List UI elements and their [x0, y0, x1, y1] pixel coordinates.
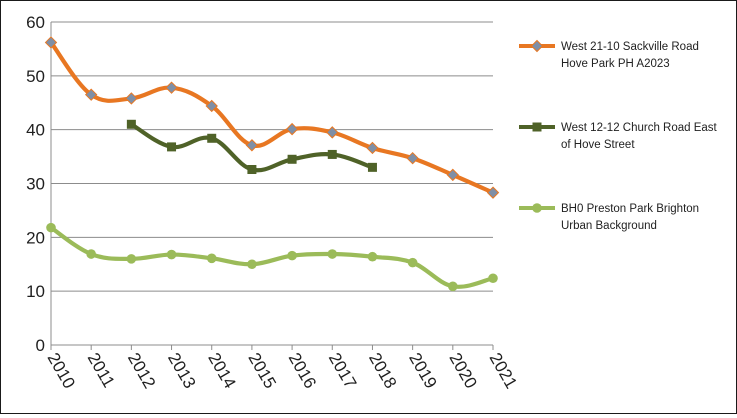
data-point	[407, 257, 418, 268]
axes	[50, 22, 493, 346]
x-tick-label: 2010	[44, 350, 79, 392]
legend-label: Urban Background	[561, 220, 657, 232]
x-tick-label: 2020	[445, 350, 480, 392]
data-point	[446, 168, 460, 182]
x-tick-label: 2013	[164, 350, 199, 392]
data-point	[287, 250, 297, 261]
legend-entry-3: BH0 Preston Park Brighton Urban Backgroun…	[519, 203, 699, 232]
y-tick-label: 60	[26, 13, 45, 32]
legend-entry-1: West 21-10 Sackville Road Hove Park PH A2…	[519, 39, 699, 70]
data-point	[86, 249, 96, 259]
legend-label: West 21-10 Sackville Road	[561, 41, 699, 53]
legend-swatch-marker	[532, 122, 542, 132]
legend-label: West 12-12 Church Road East	[561, 122, 718, 134]
data-point	[166, 249, 177, 260]
x-tick-label: 2017	[325, 350, 360, 392]
data-point	[167, 142, 177, 152]
x-tick-label: 2021	[486, 350, 521, 392]
data-point	[367, 162, 377, 172]
x-tick-label: 2014	[204, 350, 239, 392]
y-tick-label: 0	[36, 336, 45, 355]
x-axis-ticks: 2010 2011 2012 2013 2014 2015 2016 2017 2018 2019…	[44, 345, 521, 392]
data-point	[207, 133, 217, 143]
y-tick-label: 40	[26, 121, 45, 140]
data-point	[406, 151, 419, 165]
series-1	[44, 36, 500, 199]
x-tick-label: 2012	[124, 350, 159, 392]
data-point	[205, 99, 218, 113]
legend-label: of Hove Street	[561, 139, 635, 151]
x-tick-label: 2016	[285, 350, 320, 392]
series-group	[44, 36, 500, 292]
data-point	[44, 36, 58, 49]
data-point	[326, 126, 339, 139]
legend-swatch-marker	[532, 203, 542, 213]
data-point	[488, 273, 498, 284]
legend-label: Hove Park PH A2023	[561, 58, 670, 70]
data-point	[287, 154, 297, 164]
data-point	[448, 281, 458, 292]
data-point	[285, 122, 299, 136]
data-point	[125, 92, 138, 105]
x-tick-label: 2018	[365, 350, 400, 392]
data-point	[327, 149, 337, 159]
data-point	[366, 141, 379, 155]
data-point	[367, 251, 378, 262]
series-2	[126, 119, 377, 175]
data-point	[126, 119, 136, 129]
x-tick-label: 2015	[244, 350, 279, 392]
series-3	[46, 222, 498, 292]
legend-entry-2: West 12-12 Church Road East of Hove Stree…	[519, 122, 718, 151]
data-point	[247, 165, 257, 175]
y-axis-ticks: 0 10 20 30 40 50 60	[26, 13, 45, 355]
gridlines	[51, 21, 493, 292]
data-point	[206, 253, 217, 264]
data-point	[84, 88, 98, 101]
y-tick-label: 30	[26, 175, 45, 194]
legend-label: BH0 Preston Park Brighton	[561, 203, 699, 215]
legend: West 21-10 Sackville Road Hove Park PH A2…	[519, 39, 718, 232]
data-point	[247, 259, 257, 270]
data-point	[327, 249, 338, 259]
data-point	[165, 81, 178, 94]
data-point	[46, 222, 56, 233]
data-point	[486, 186, 500, 199]
x-tick-label: 2019	[405, 350, 440, 392]
series-line	[48, 225, 496, 289]
series-line	[48, 40, 496, 195]
y-tick-label: 50	[26, 67, 45, 86]
x-tick-label: 2011	[84, 350, 119, 391]
y-tick-label: 10	[26, 282, 45, 301]
legend-swatch-marker	[530, 39, 544, 53]
data-point	[126, 254, 137, 264]
y-tick-label: 20	[26, 228, 45, 247]
data-point	[245, 139, 259, 152]
